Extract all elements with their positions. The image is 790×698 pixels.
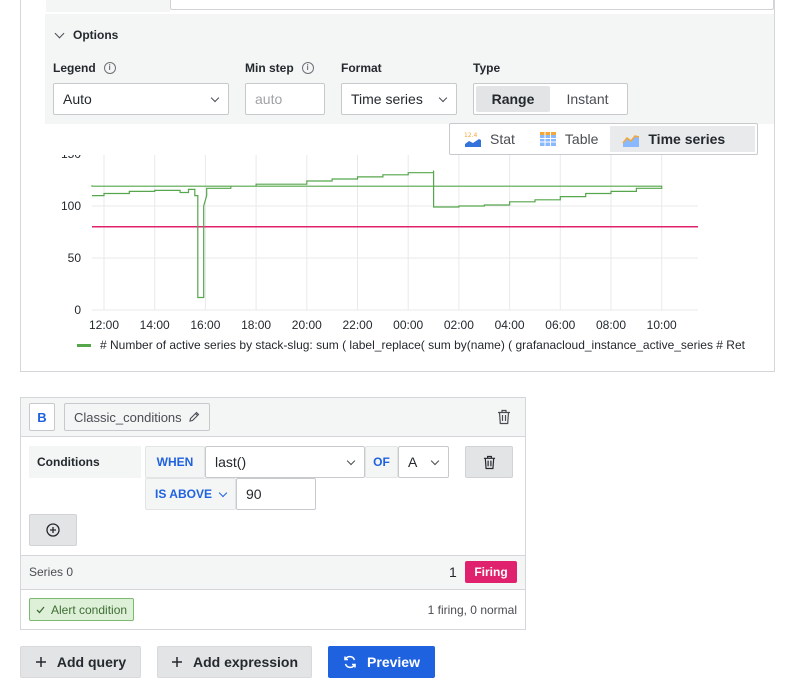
viz-option-table-label: Table	[564, 131, 599, 147]
query-editor-tab-area	[46, 0, 170, 12]
series-count: 1	[449, 564, 457, 580]
type-option-instant[interactable]: Instant	[566, 91, 609, 107]
time-series-chart: 0 50 100 150 12:00 14:00 16:00 18:00 20:00 22:00…	[61, 147, 698, 332]
min-step-label: Min step	[245, 61, 294, 75]
type-option-range[interactable]: Range	[476, 86, 550, 112]
alert-condition-label: Alert condition	[51, 602, 128, 617]
type-label: Type	[473, 61, 501, 75]
threshold-input-value: 90	[246, 486, 262, 502]
x-tick-label: 00:00	[393, 318, 423, 332]
x-tick-label: 10:00	[647, 318, 677, 332]
x-tick-label: 20:00	[292, 318, 322, 332]
trash-icon	[498, 409, 510, 425]
y-tick-label: 150	[61, 147, 81, 161]
min-step-input[interactable]: auto	[245, 83, 325, 115]
reducer-select[interactable]: last()	[205, 446, 365, 478]
plus-circle-icon	[46, 523, 60, 537]
format-label: Format	[341, 61, 382, 75]
x-tick-label: 18:00	[241, 318, 271, 332]
viz-option-time-series-label: Time series	[648, 131, 726, 147]
chevron-down-icon	[218, 488, 228, 497]
min-step-label-wrap: Min step i	[245, 61, 314, 75]
query-ref-select[interactable]: A	[398, 446, 449, 478]
x-tick-label: 14:00	[140, 318, 170, 332]
visualization-switcher: 12.4 Stat Table Time series	[449, 123, 758, 155]
reducer-select-value: last()	[215, 454, 247, 470]
plus-icon	[171, 657, 182, 667]
options-toggle-label: Options	[73, 28, 119, 42]
add-query-label: Add query	[56, 654, 127, 670]
time-series-icon	[622, 135, 640, 147]
add-condition-button[interactable]	[29, 514, 77, 546]
x-tick-label: 02:00	[444, 318, 474, 332]
format-select-value: Time series	[351, 91, 423, 107]
firing-summary: 1 firing, 0 normal	[427, 603, 517, 617]
chevron-down-icon	[346, 456, 356, 465]
add-query-button[interactable]: Add query	[20, 646, 141, 678]
legend-series-name: # Number of active series by stack-slug:…	[100, 338, 745, 352]
expression-name-label: Classic_conditions	[74, 409, 182, 425]
sync-icon	[344, 655, 356, 669]
plus-icon	[35, 657, 46, 667]
legend-label-wrap: Legend i	[53, 61, 116, 75]
firing-status-badge: Firing	[465, 561, 517, 583]
legend-label: Legend	[53, 61, 96, 75]
table-icon	[539, 132, 556, 146]
conditions-label: Conditions	[29, 446, 141, 478]
min-step-placeholder: auto	[255, 91, 283, 107]
x-tick-label: 16:00	[190, 318, 220, 332]
when-keyword: WHEN	[145, 446, 205, 478]
expression-name[interactable]: Classic_conditions	[64, 403, 210, 431]
svg-text:12.4: 12.4	[464, 132, 478, 139]
threshold-input[interactable]: 90	[236, 478, 316, 510]
y-tick-label: 100	[61, 199, 81, 213]
viz-option-table[interactable]: Table	[527, 126, 610, 152]
x-tick-label: 12:00	[89, 318, 119, 332]
series-line	[91, 170, 663, 299]
expression-ref-id[interactable]: B	[29, 403, 55, 431]
delete-expression-button[interactable]	[497, 409, 511, 428]
query-ref-select-value: A	[408, 454, 418, 470]
add-expression-button[interactable]: Add expression	[157, 646, 312, 678]
stat-icon: 12.4	[464, 132, 481, 147]
query-input[interactable]	[170, 0, 774, 10]
preview-label: Preview	[367, 654, 420, 670]
evaluator-select[interactable]: IS ABOVE	[145, 478, 236, 510]
legend-select-value: Auto	[63, 91, 92, 107]
y-tick-label: 50	[68, 251, 82, 265]
evaluator-select-value: IS ABOVE	[155, 487, 212, 501]
info-icon[interactable]: i	[103, 62, 116, 74]
series-result-row	[21, 555, 525, 590]
pencil-icon	[189, 411, 200, 422]
of-keyword: OF	[365, 446, 398, 478]
format-label-wrap: Format	[341, 61, 382, 75]
y-tick-label: 0	[74, 303, 81, 317]
viz-option-stat[interactable]: 12.4 Stat	[452, 126, 527, 152]
viz-option-stat-label: Stat	[490, 131, 515, 147]
series-label: Series 0	[29, 565, 74, 579]
chart-legend[interactable]: # Number of active series by stack-slug:…	[77, 338, 758, 352]
x-tick-label: 06:00	[545, 318, 575, 332]
x-tick-label: 08:00	[596, 318, 626, 332]
type-radio-group: Range Instant	[473, 83, 628, 115]
viz-option-time-series[interactable]: Time series	[610, 126, 755, 152]
chevron-down-icon	[430, 456, 440, 465]
legend-select[interactable]: Auto	[53, 83, 229, 115]
check-icon	[36, 606, 45, 613]
add-expression-label: Add expression	[192, 654, 299, 670]
delete-condition-button[interactable]	[465, 446, 513, 478]
x-tick-label: 22:00	[342, 318, 372, 332]
preview-button[interactable]: Preview	[328, 646, 435, 678]
type-label-wrap: Type	[473, 61, 500, 75]
info-icon[interactable]: i	[301, 62, 314, 74]
trash-icon	[483, 455, 495, 469]
x-tick-label: 04:00	[495, 318, 525, 332]
alert-condition-badge[interactable]: Alert condition	[29, 598, 135, 621]
legend-swatch	[77, 343, 91, 347]
options-toggle[interactable]: Options	[54, 26, 119, 44]
format-select[interactable]: Time series	[341, 83, 457, 115]
